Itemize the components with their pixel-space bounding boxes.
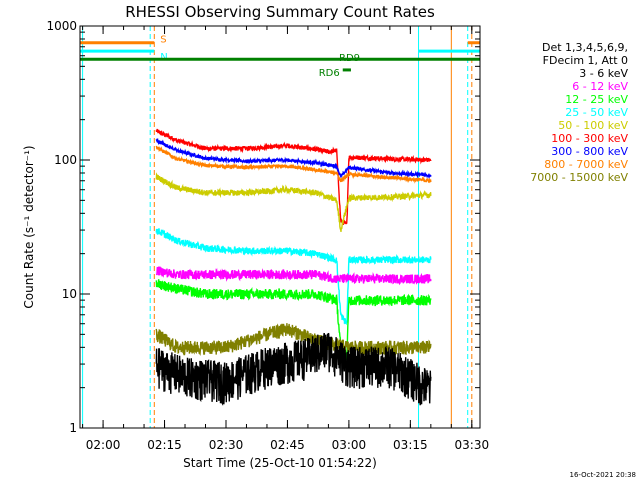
plot-frame <box>79 25 481 429</box>
legend-entry-0: 3 - 6 keV <box>579 67 628 80</box>
plot-area: SN RD9 RD6 <box>80 26 480 428</box>
series-line-4 <box>155 228 432 326</box>
series-line-0 <box>155 128 432 226</box>
y-tick-label-2: 100 <box>54 153 77 167</box>
x-tick-label-3: 02:45 <box>270 438 305 452</box>
x-tick-label-5: 03:15 <box>393 438 428 452</box>
footer-timestamp: 16-Oct-2021 20:38 <box>570 471 636 479</box>
flag-label-n: N <box>160 52 167 63</box>
series-line-2 <box>155 145 432 184</box>
series-line-5 <box>155 266 432 286</box>
y-tick-label-3: 1000 <box>46 19 77 33</box>
legend-header-0: Det 1,3,4,5,6,9, <box>542 41 628 54</box>
x-tick-label-4: 03:00 <box>332 438 367 452</box>
x-axis-label: Start Time (25-Oct-10 01:54:22) <box>183 456 377 470</box>
legend-entry-6: 300 - 800 keV <box>551 145 628 158</box>
y-tick-label-0: 1 <box>69 421 77 435</box>
y-tick-label-1: 10 <box>62 287 77 301</box>
legend-entry-3: 25 - 50 keV <box>565 106 628 119</box>
x-axis: 02:00 02:15 02:30 02:45 03:00 03:15 03:30 <box>82 26 490 452</box>
legend-entry-1: 6 - 12 keV <box>572 80 628 93</box>
flag-label-s: S <box>160 35 166 46</box>
legend: Det 1,3,4,5,6,9,FDecim 1, Att 03 - 6 keV… <box>530 41 628 184</box>
legend-entry-2: 12 - 25 keV <box>565 93 628 106</box>
legend-entry-8: 7000 - 15000 keV <box>530 171 628 184</box>
y-axis-label: Count Rate (s⁻¹ detector⁻¹) <box>22 145 36 308</box>
x-tick-label-1: 02:15 <box>147 438 182 452</box>
legend-entry-7: 800 - 7000 keV <box>544 158 628 171</box>
series-line-1 <box>155 137 432 180</box>
series-line-8 <box>155 332 432 406</box>
legend-header-1: FDecim 1, Att 0 <box>543 54 628 67</box>
series-line-7 <box>155 323 432 357</box>
chart-title: RHESSI Observing Summary Count Rates <box>125 3 435 21</box>
series-line-3 <box>155 172 432 232</box>
flag-label-rd9: RD9 <box>339 53 360 64</box>
y-axis: 1 10 100 1000 <box>46 19 480 435</box>
legend-entry-5: 100 - 300 keV <box>551 132 628 145</box>
x-tick-label-6: 03:30 <box>455 438 490 452</box>
x-tick-label-2: 02:30 <box>209 438 244 452</box>
flag-label-rd6: RD6 <box>319 68 340 79</box>
series-line-6 <box>155 279 432 361</box>
legend-entry-4: 50 - 100 keV <box>558 119 628 132</box>
x-tick-label-0: 02:00 <box>86 438 121 452</box>
